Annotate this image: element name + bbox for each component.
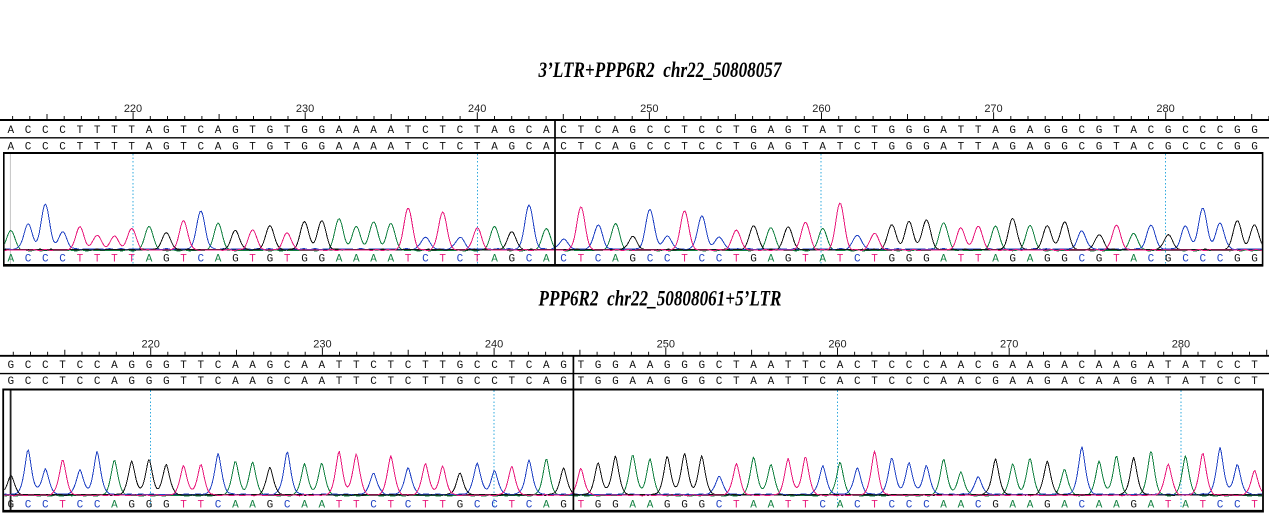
svg-text:ACCCTTTTAGTCAGTGTGGAAAATCTCTAG: ACCCTTTTAGTCAGTGTGGAAAATCTCTAGCACTCAGCCT… bbox=[7, 142, 1257, 154]
svg-text:280: 280 bbox=[1172, 339, 1190, 351]
svg-text:PPP6R2 chr22_50808061+5’LTR: PPP6R2 chr22_50808061+5’LTR bbox=[538, 286, 782, 311]
svg-text:270: 270 bbox=[984, 103, 1002, 115]
svg-text:250: 250 bbox=[657, 339, 675, 351]
svg-text:240: 240 bbox=[468, 103, 486, 115]
svg-text:270: 270 bbox=[1000, 339, 1018, 351]
svg-text:260: 260 bbox=[812, 103, 830, 115]
svg-text:260: 260 bbox=[828, 339, 846, 351]
svg-text:220: 220 bbox=[124, 103, 142, 115]
svg-text:280: 280 bbox=[1156, 103, 1174, 115]
svg-text:3’LTR+PPP6R2 chr22_50808057: 3’LTR+PPP6R2 chr22_50808057 bbox=[538, 58, 783, 83]
svg-text:GCCTCCAGGGTTCAAGCAATTCTCTTGCCT: GCCTCCAGGGTTCAAGCAATTCTCTTGCCTCAGTGGAAGG… bbox=[7, 376, 1258, 388]
svg-text:250: 250 bbox=[640, 103, 658, 115]
svg-text:ACCCTTTTAGTCAGTGTGGAAAATCTCTAG: ACCCTTTTAGTCAGTGTGGAAAATCTCTAGCACTCAGCCT… bbox=[7, 125, 1257, 137]
svg-text:230: 230 bbox=[313, 339, 331, 351]
svg-text:240: 240 bbox=[485, 339, 503, 351]
svg-text:GCCTCCAGGGTTCAAGCAATTCTCTTGCCT: GCCTCCAGGGTTCAAGCAATTCTCTTGCCTCAGTGGAAGG… bbox=[7, 360, 1258, 372]
svg-text:220: 220 bbox=[142, 339, 160, 351]
svg-text:230: 230 bbox=[296, 103, 314, 115]
